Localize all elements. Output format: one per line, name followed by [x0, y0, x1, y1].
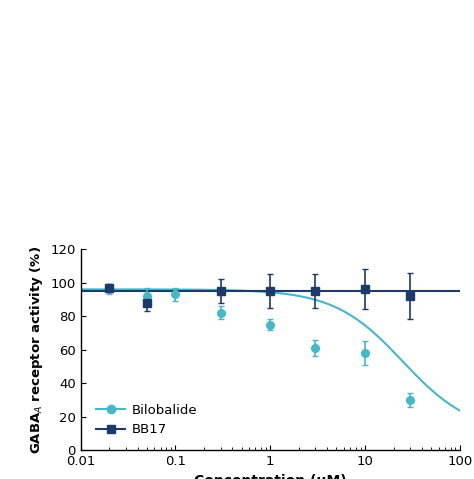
Legend: Bilobalide, BB17: Bilobalide, BB17	[91, 399, 203, 442]
X-axis label: Concentration (μM): Concentration (μM)	[194, 474, 346, 479]
Y-axis label: GABA$_A$ receptor activity (%): GABA$_A$ receptor activity (%)	[28, 246, 45, 454]
